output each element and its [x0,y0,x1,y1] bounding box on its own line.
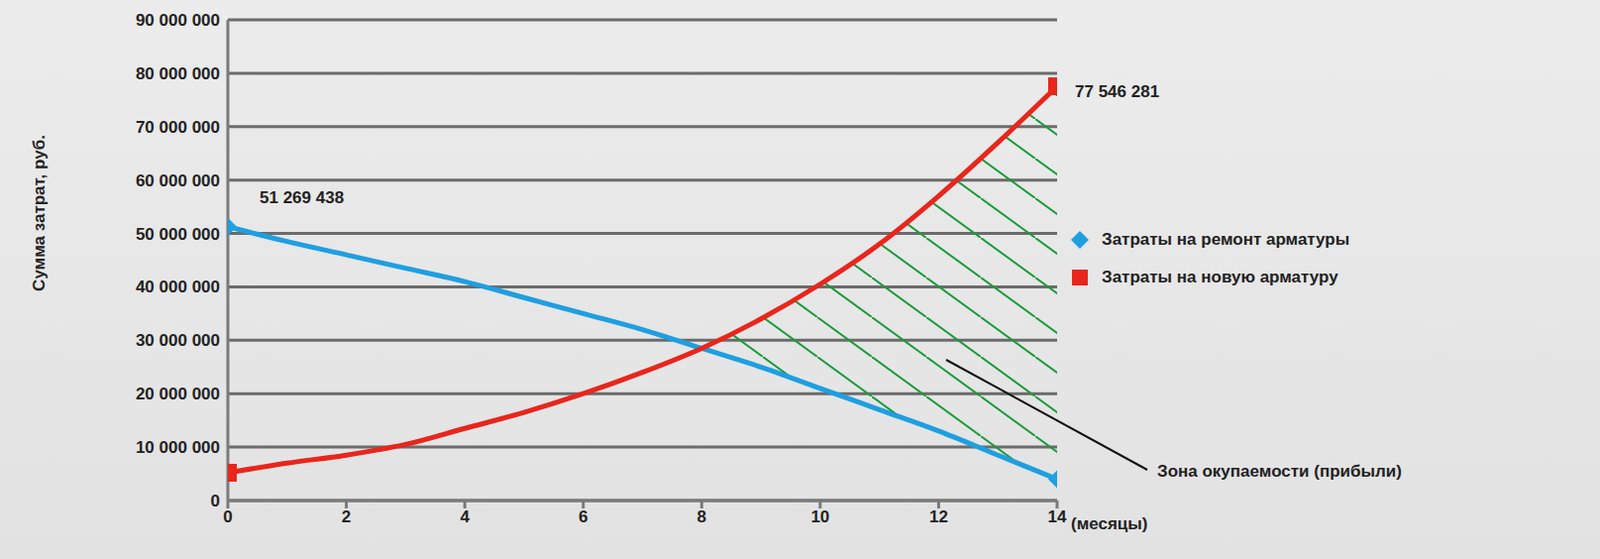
svg-text:77 546 281: 77 546 281 [1074,82,1160,102]
svg-text:10: 10 [810,507,830,527]
svg-text:80 000 000: 80 000 000 [135,64,220,84]
svg-text:20 000 000: 20 000 000 [135,384,220,404]
html-text:Затраты на новую арматуру: Затраты на новую арматуру [1101,267,1339,287]
html-text:Зона окупаемости (прибыли): Зона окупаемости (прибыли) [1157,461,1402,481]
svg-text:0: 0 [211,491,220,511]
svg-text:6: 6 [578,507,588,527]
svg-text:2: 2 [341,507,351,527]
svg-text:51 269 438: 51 269 438 [259,188,344,208]
html-text:Сумма затрат, руб.: Сумма затрат, руб. [29,134,49,292]
svg-text:12: 12 [929,507,949,527]
svg-text:0: 0 [222,507,232,527]
svg-text:30 000 000: 30 000 000 [135,330,220,350]
html-text:Затраты на ремонт арматуры: Затраты на ремонт арматуры [1101,229,1350,249]
svg-text:90 000 000: 90 000 000 [135,10,220,30]
svg-text:40 000 000: 40 000 000 [135,277,220,297]
svg-text:10 000 000: 10 000 000 [135,437,220,457]
svg-text:(месяцы): (месяцы) [1070,514,1148,534]
svg-text:60 000 000: 60 000 000 [135,171,220,191]
svg-text:8: 8 [697,507,707,527]
svg-text:14: 14 [1048,507,1067,527]
svg-text:70 000 000: 70 000 000 [135,117,220,137]
svg-text:50 000 000: 50 000 000 [135,224,220,244]
svg-text:4: 4 [459,507,470,527]
